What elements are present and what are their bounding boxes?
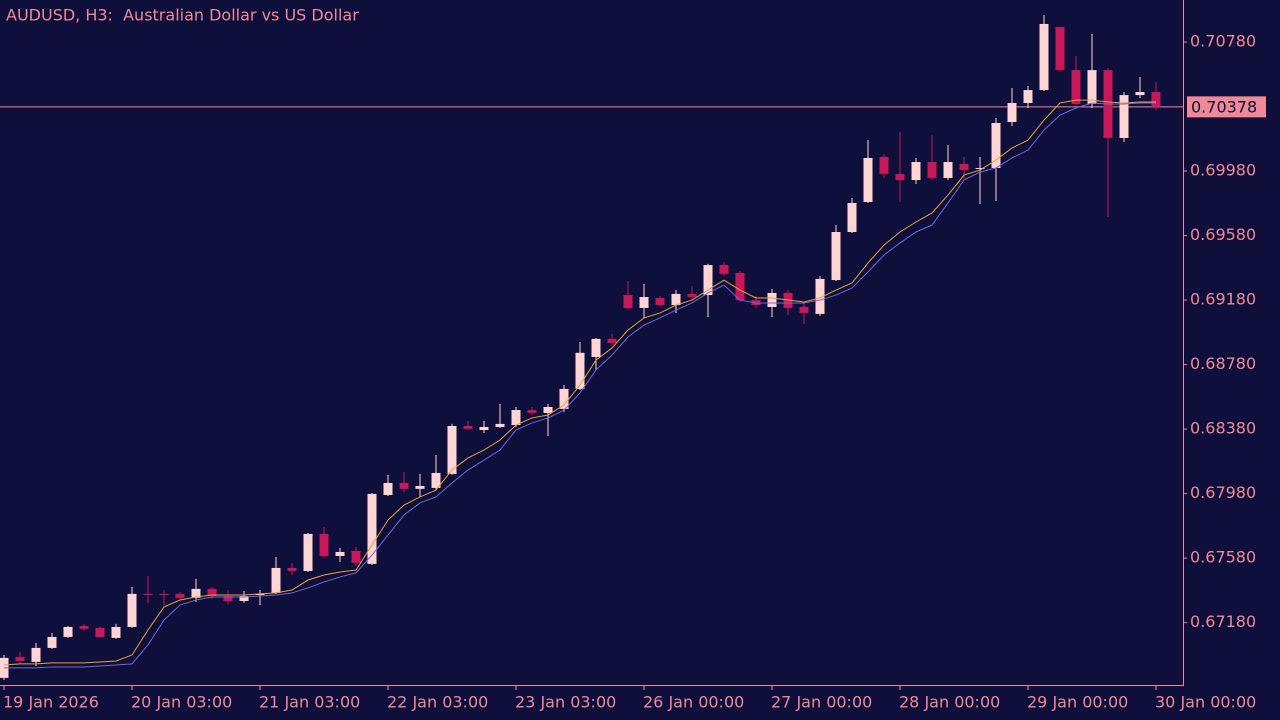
candle-body [607, 338, 617, 343]
candle-body [895, 173, 905, 181]
y-tick-label: 0.67180 [1190, 612, 1256, 631]
x-tick-label: 30 Jan 00:00 [1155, 693, 1256, 712]
candle-body [63, 626, 73, 637]
y-tick-label: 0.67980 [1190, 483, 1256, 502]
x-tick-label: 29 Jan 00:00 [1027, 693, 1128, 712]
candle-body [1071, 70, 1081, 104]
price-label: 0.70378 [1191, 97, 1257, 116]
candle-body [415, 485, 425, 489]
x-tick-label: 26 Jan 00:00 [643, 693, 744, 712]
ma-line [4, 102, 1156, 669]
candle-body [319, 533, 329, 556]
candle-body [335, 551, 345, 556]
candle-body [15, 656, 25, 661]
candle-body [575, 352, 585, 389]
candle-body [703, 265, 713, 296]
candle-body [527, 410, 537, 413]
candle-body [719, 265, 729, 274]
candle-body [255, 593, 265, 596]
candle-body [271, 567, 281, 593]
candle-body [799, 306, 809, 313]
price-label-box [1187, 96, 1266, 118]
candle-body [1119, 95, 1129, 138]
candle-body [927, 162, 937, 178]
candle-body [351, 550, 361, 563]
candle-body [111, 626, 121, 638]
candle-body [991, 122, 1001, 168]
candle-body [79, 625, 89, 629]
candle-body [1007, 102, 1017, 123]
candle-body [143, 593, 153, 596]
candle-body [463, 426, 473, 429]
x-tick-label: 22 Jan 03:00 [387, 693, 488, 712]
candle-body [207, 588, 217, 596]
y-tick-label: 0.69180 [1190, 290, 1256, 309]
y-tick-label: 0.68380 [1190, 419, 1256, 438]
y-tick-label: 0.69580 [1190, 225, 1256, 244]
x-tick-label: 21 Jan 03:00 [259, 693, 360, 712]
candle-body [863, 157, 873, 203]
candle-body [399, 482, 409, 489]
candle-body [911, 162, 921, 181]
candle-body [511, 410, 521, 426]
candle-body [303, 533, 313, 571]
candle-body [847, 202, 857, 232]
x-tick-label: 23 Jan 03:00 [515, 693, 616, 712]
candle-body [431, 472, 441, 488]
x-tick-label: 19 Jan 2026 [3, 693, 99, 712]
candle-body [975, 167, 985, 169]
x-tick-label: 28 Jan 00:00 [899, 693, 1000, 712]
candle-body [639, 296, 649, 308]
candle-body [495, 423, 505, 427]
y-tick-label: 0.69980 [1190, 161, 1256, 180]
candle-body [591, 338, 601, 357]
candle-body [47, 636, 57, 648]
x-tick-label: 27 Jan 00:00 [771, 693, 872, 712]
chart-title: AUDUSD, H3: Australian Dollar vs US Doll… [6, 6, 359, 25]
candle-body [191, 588, 201, 598]
candle-body [831, 231, 841, 281]
candle-body [943, 162, 953, 178]
candle-body [879, 157, 889, 174]
candle-body [447, 426, 457, 474]
candle-body [95, 627, 105, 637]
candle-body [127, 593, 137, 627]
candle-body [687, 293, 697, 297]
candle-body [31, 647, 41, 662]
y-tick-label: 0.67580 [1190, 548, 1256, 567]
candle-body [543, 406, 553, 413]
y-tick-label: 0.70780 [1190, 32, 1256, 51]
x-tick-label: 20 Jan 03:00 [131, 693, 232, 712]
candle-body [1151, 92, 1161, 107]
candle-body [1055, 27, 1065, 71]
y-tick-label: 0.68780 [1190, 354, 1256, 373]
candle-body [735, 272, 745, 301]
candle-body [1087, 70, 1097, 104]
candle-body [959, 163, 969, 171]
candle-body [1023, 90, 1033, 103]
candle-body [383, 482, 393, 496]
candle-body [815, 278, 825, 314]
candle-body [1039, 23, 1049, 91]
candle-body [623, 295, 633, 308]
candle-body [287, 567, 297, 571]
candle-body [367, 493, 377, 564]
candle-body [559, 388, 569, 409]
candle-body [479, 426, 489, 431]
ma-line [3, 99, 1156, 666]
candle-body [671, 293, 681, 306]
candle-body [223, 595, 233, 601]
candle-body [175, 593, 185, 598]
candle-body [239, 595, 249, 601]
candle-body [767, 292, 777, 307]
candle-body [655, 297, 665, 306]
candle-body [159, 593, 169, 596]
candle-body [1135, 92, 1145, 96]
